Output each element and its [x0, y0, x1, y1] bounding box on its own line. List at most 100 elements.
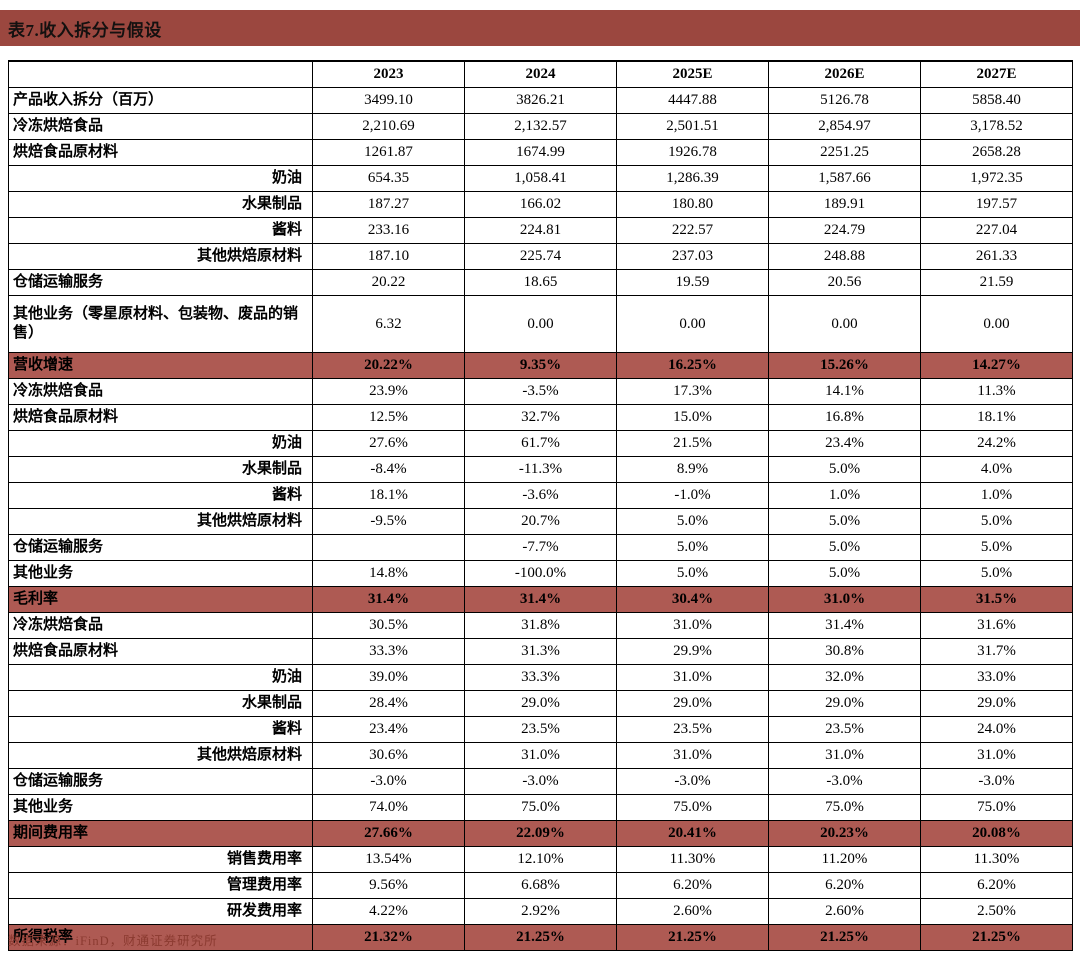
cell-value: 12.10%	[464, 846, 617, 873]
cell-value: 30.4%	[616, 586, 769, 613]
cell-value: 31.0%	[768, 586, 921, 613]
row-label: 毛利率	[8, 586, 313, 613]
table-row: 所得税率 21.32% 21.25% 21.25% 21.25% 21.25%	[8, 924, 1073, 951]
cell-value: 3,178.52	[920, 113, 1073, 140]
cell-value: 1.0%	[768, 482, 921, 509]
cell-value: 6.20%	[616, 872, 769, 899]
cell-value: 31.0%	[768, 742, 921, 769]
cell-value: 224.81	[464, 217, 617, 244]
header-year-2024: 2024	[464, 60, 617, 88]
cell-value: 21.25%	[920, 924, 1073, 951]
cell-value: 24.2%	[920, 430, 1073, 457]
cell-value: 31.6%	[920, 612, 1073, 639]
cell-value: 23.4%	[312, 716, 465, 743]
cell-value: 75.0%	[616, 794, 769, 821]
cell-value: -1.0%	[616, 482, 769, 509]
cell-value: 2,132.57	[464, 113, 617, 140]
table-row: 毛利率 31.4% 31.4% 30.4% 31.0% 31.5%	[8, 586, 1073, 613]
cell-value: 14.8%	[312, 560, 465, 587]
cell-value: 166.02	[464, 191, 617, 218]
cell-value: 5.0%	[920, 560, 1073, 587]
cell-value: -3.0%	[312, 768, 465, 795]
row-label: 管理费用率	[8, 872, 313, 899]
cell-value: 31.0%	[920, 742, 1073, 769]
cell-value: 15.26%	[768, 352, 921, 379]
cell-value: -3.0%	[464, 768, 617, 795]
row-label: 销售费用率	[8, 846, 313, 873]
cell-value: -9.5%	[312, 508, 465, 535]
cell-value: 5126.78	[768, 87, 921, 114]
cell-value: 29.0%	[920, 690, 1073, 717]
table-row: 水果制品 28.4% 29.0% 29.0% 29.0% 29.0%	[8, 690, 1073, 717]
cell-value: 2.92%	[464, 898, 617, 925]
row-label: 所得税率	[8, 924, 313, 951]
row-label: 酱料	[8, 716, 313, 743]
cell-value: -3.5%	[464, 378, 617, 405]
cell-value: 30.8%	[768, 638, 921, 665]
cell-value: 21.32%	[312, 924, 465, 951]
cell-value: 21.25%	[616, 924, 769, 951]
table-row: 其他烘焙原材料 187.10 225.74 237.03 248.88 261.33	[8, 243, 1073, 270]
cell-value: 33.0%	[920, 664, 1073, 691]
table-row: 其他业务（零星原材料、包装物、废品的销售） 6.32 0.00 0.00 0.00 0.0…	[8, 295, 1073, 353]
cell-value: 3499.10	[312, 87, 465, 114]
cell-value: 20.23%	[768, 820, 921, 847]
header-corner-cell	[8, 60, 313, 88]
cell-value: 5.0%	[768, 508, 921, 535]
cell-value: 18.65	[464, 269, 617, 296]
table-title: 表7.收入拆分与假设	[8, 20, 162, 40]
cell-value: 5.0%	[768, 456, 921, 483]
table-row: 仓储运输服务 -7.7% 5.0% 5.0% 5.0%	[8, 534, 1073, 561]
cell-value: 23.9%	[312, 378, 465, 405]
cell-value: 8.9%	[616, 456, 769, 483]
row-label: 期间费用率	[8, 820, 313, 847]
cell-value: 75.0%	[920, 794, 1073, 821]
cell-value: 5.0%	[616, 534, 769, 561]
row-label: 冷冻烘焙食品	[8, 378, 313, 405]
row-label: 研发费用率	[8, 898, 313, 925]
cell-value: 30.5%	[312, 612, 465, 639]
cell-value: 1.0%	[920, 482, 1073, 509]
cell-value: 29.9%	[616, 638, 769, 665]
cell-value: 5.0%	[768, 560, 921, 587]
cell-value: 15.0%	[616, 404, 769, 431]
row-label: 烘焙食品原材料	[8, 638, 313, 665]
row-label: 其他业务（零星原材料、包装物、废品的销售）	[8, 295, 313, 353]
cell-value: 2251.25	[768, 139, 921, 166]
table-row: 奶油 654.35 1,058.41 1,286.39 1,587.66 1,972.35	[8, 165, 1073, 192]
cell-value: 1,587.66	[768, 165, 921, 192]
table-row: 烘焙食品原材料 33.3% 31.3% 29.9% 30.8% 31.7%	[8, 638, 1073, 665]
table-row: 冷冻烘焙食品 23.9% -3.5% 17.3% 14.1% 11.3%	[8, 378, 1073, 405]
row-label: 其他烘焙原材料	[8, 243, 313, 270]
cell-value: -3.0%	[768, 768, 921, 795]
row-label: 奶油	[8, 430, 313, 457]
header-year-2027e: 2027E	[920, 60, 1073, 88]
cell-value: 20.08%	[920, 820, 1073, 847]
cell-value: 1,286.39	[616, 165, 769, 192]
row-label: 酱料	[8, 217, 313, 244]
cell-value: 21.25%	[768, 924, 921, 951]
cell-value: 33.3%	[312, 638, 465, 665]
cell-value: 2.60%	[768, 898, 921, 925]
cell-value: 197.57	[920, 191, 1073, 218]
cell-value: 11.30%	[616, 846, 769, 873]
cell-value: 23.5%	[464, 716, 617, 743]
cell-value: 2658.28	[920, 139, 1073, 166]
table-row: 产品收入拆分（百万） 3499.10 3826.21 4447.88 5126.78 58…	[8, 87, 1073, 114]
cell-value: 5.0%	[616, 560, 769, 587]
cell-value: 237.03	[616, 243, 769, 270]
cell-value: 74.0%	[312, 794, 465, 821]
cell-value: 19.59	[616, 269, 769, 296]
cell-value: 3826.21	[464, 87, 617, 114]
cell-value: 11.3%	[920, 378, 1073, 405]
cell-value: 20.56	[768, 269, 921, 296]
table-row: 酱料 233.16 224.81 222.57 224.79 227.04	[8, 217, 1073, 244]
cell-value: 654.35	[312, 165, 465, 192]
cell-value: 1,058.41	[464, 165, 617, 192]
cell-value: 29.0%	[768, 690, 921, 717]
cell-value: 31.4%	[312, 586, 465, 613]
table-row: 水果制品 187.27 166.02 180.80 189.91 197.57	[8, 191, 1073, 218]
cell-value: 31.0%	[616, 664, 769, 691]
cell-value: 31.0%	[616, 612, 769, 639]
cell-value: 4447.88	[616, 87, 769, 114]
